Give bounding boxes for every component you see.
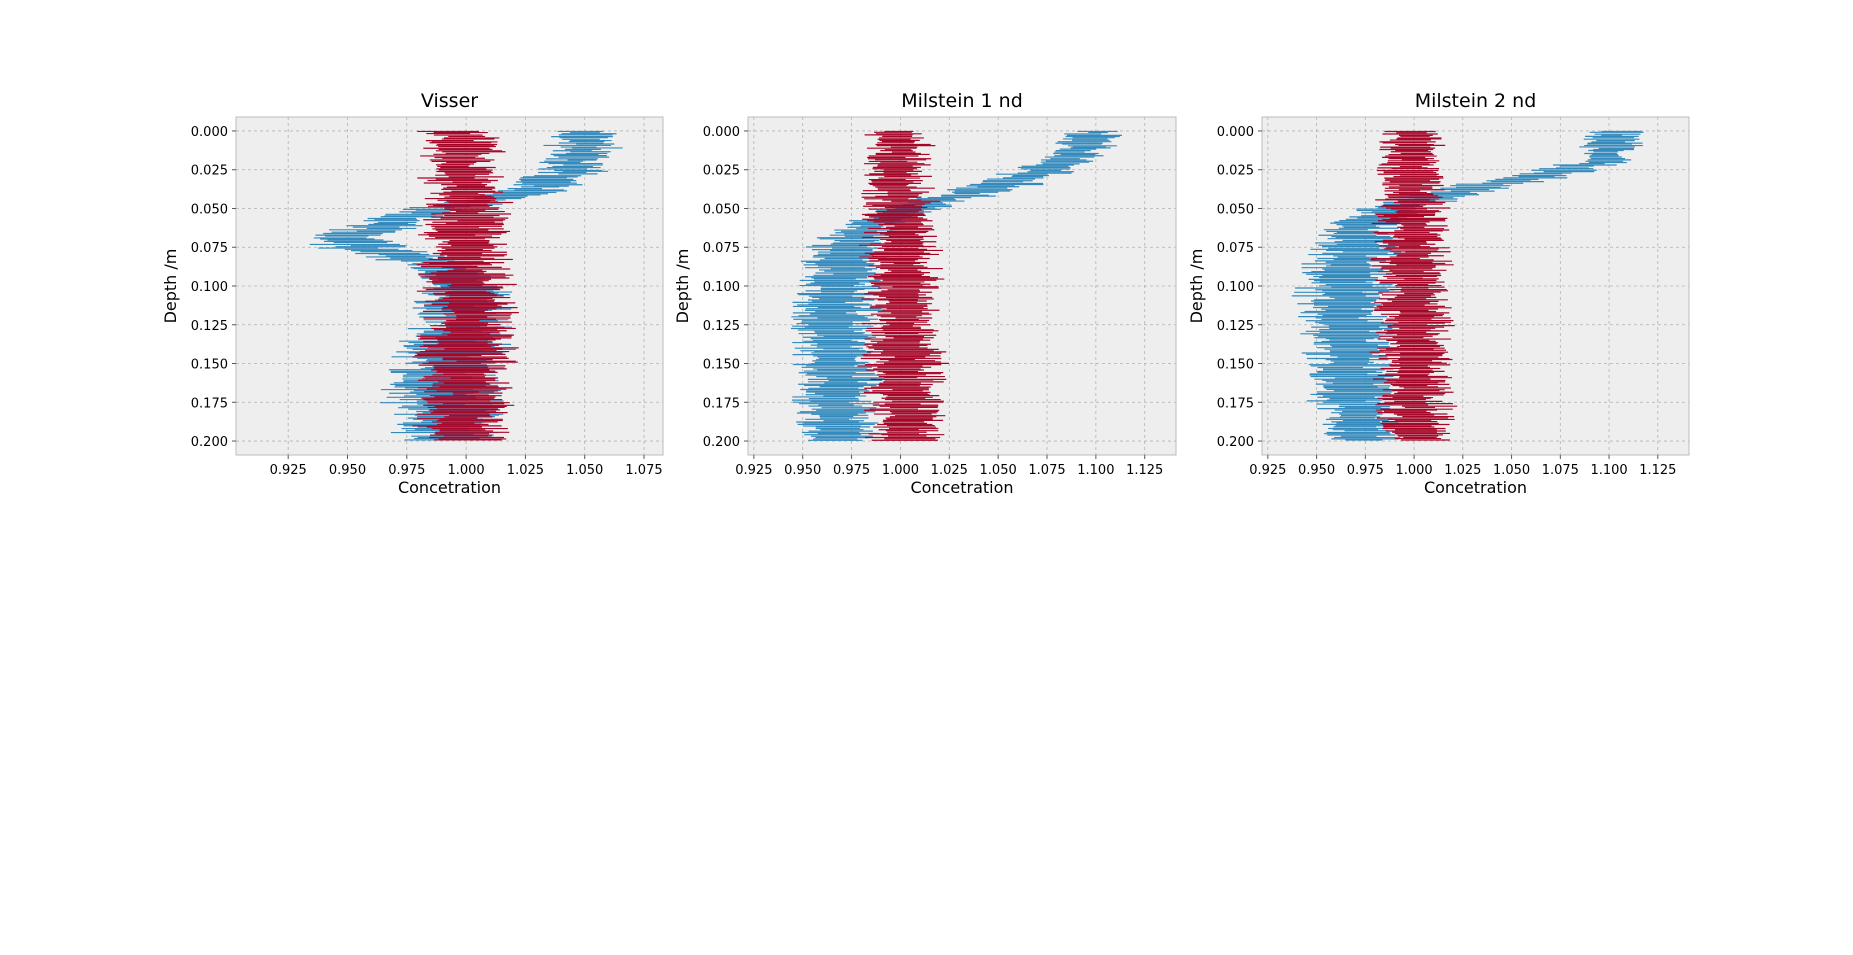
series-red: [412, 130, 519, 441]
x-tick-label: 1.100: [1590, 463, 1627, 478]
y-tick-label: 0.200: [703, 435, 740, 450]
x-tick-label: 1.075: [1542, 463, 1579, 478]
y-axis-label: Depth /m: [673, 249, 692, 324]
y-tick-label: 0.175: [703, 396, 740, 411]
x-tick-label: 1.025: [1444, 463, 1481, 478]
y-tick-label: 0.050: [191, 202, 228, 217]
x-tick-label: 0.925: [270, 463, 307, 478]
x-tick-label: 0.975: [388, 463, 425, 478]
x-tick-label: 1.075: [1028, 463, 1065, 478]
panel-title: Visser: [421, 90, 478, 112]
panel-title: Milstein 2 nd: [1415, 90, 1537, 112]
x-tick-label: 1.000: [1395, 463, 1432, 478]
x-axis-label: Concetration: [1424, 478, 1527, 497]
x-tick-label: 1.100: [1077, 463, 1114, 478]
y-tick-label: 0.150: [1217, 358, 1254, 373]
x-tick-label: 1.075: [625, 463, 662, 478]
y-tick-label: 0.075: [191, 241, 228, 256]
x-tick-label: 0.975: [833, 463, 870, 478]
x-tick-label: 0.950: [1298, 463, 1335, 478]
y-axis-label: Depth /m: [1187, 249, 1206, 324]
x-tick-label: 1.000: [882, 463, 919, 478]
x-tick-label: 1.125: [1126, 463, 1163, 478]
x-tick-label: 0.925: [1249, 463, 1286, 478]
y-tick-label: 0.175: [191, 396, 228, 411]
x-tick-label: 0.925: [735, 463, 772, 478]
y-tick-label: 0.200: [1217, 435, 1254, 450]
x-tick-label: 0.950: [329, 463, 366, 478]
panel-title: Milstein 1 nd: [901, 90, 1023, 112]
series-red: [1369, 130, 1458, 441]
x-axis-label: Concetration: [398, 478, 501, 497]
series-red: [857, 130, 949, 441]
x-tick-label: 1.050: [980, 463, 1017, 478]
y-tick-label: 0.000: [703, 125, 740, 140]
y-tick-label: 0.100: [191, 280, 228, 295]
x-tick-label: 1.050: [1493, 463, 1530, 478]
y-tick-label: 0.125: [1217, 319, 1254, 334]
y-tick-label: 0.075: [1217, 241, 1254, 256]
x-tick-label: 1.025: [931, 463, 968, 478]
chart-panel-2: 0.925 0.950 0.975 1.000 1.025 1.050 1.075 1.100…: [673, 90, 1177, 497]
x-tick-label: 0.975: [1347, 463, 1384, 478]
y-tick-label: 0.025: [703, 164, 740, 179]
series-blue: [1291, 130, 1644, 441]
x-tick-label: 1.025: [507, 463, 544, 478]
x-tick-label: 1.125: [1639, 463, 1676, 478]
y-tick-label: 0.050: [703, 202, 740, 217]
chart-panel-1: 0.925 0.950 0.975 1.000 1.025 1.050 1.075 0.000…: [161, 90, 664, 497]
x-tick-label: 1.000: [447, 463, 484, 478]
y-tick-label: 0.150: [191, 358, 228, 373]
y-tick-label: 0.200: [191, 435, 228, 450]
x-axis-label: Concetration: [910, 478, 1013, 497]
x-tick-label: 0.950: [784, 463, 821, 478]
y-tick-label: 0.100: [1217, 280, 1254, 295]
y-tick-label: 0.025: [191, 164, 228, 179]
y-tick-label: 0.175: [1217, 396, 1254, 411]
y-tick-label: 0.025: [1217, 164, 1254, 179]
y-tick-label: 0.150: [703, 358, 740, 373]
y-tick-label: 0.125: [703, 319, 740, 334]
y-tick-label: 0.075: [703, 241, 740, 256]
y-tick-label: 0.000: [191, 125, 228, 140]
y-tick-label: 0.100: [703, 280, 740, 295]
y-tick-label: 0.125: [191, 319, 228, 334]
y-axis-label: Depth /m: [161, 249, 180, 324]
y-tick-label: 0.000: [1217, 125, 1254, 140]
x-tick-label: 1.050: [566, 463, 603, 478]
chart-panel-3: 0.925 0.950 0.975 1.000 1.025 1.050 1.075 1.100…: [1187, 90, 1690, 497]
y-tick-label: 0.050: [1217, 202, 1254, 217]
gridlines: [236, 117, 663, 455]
series-blue: [790, 130, 1122, 441]
